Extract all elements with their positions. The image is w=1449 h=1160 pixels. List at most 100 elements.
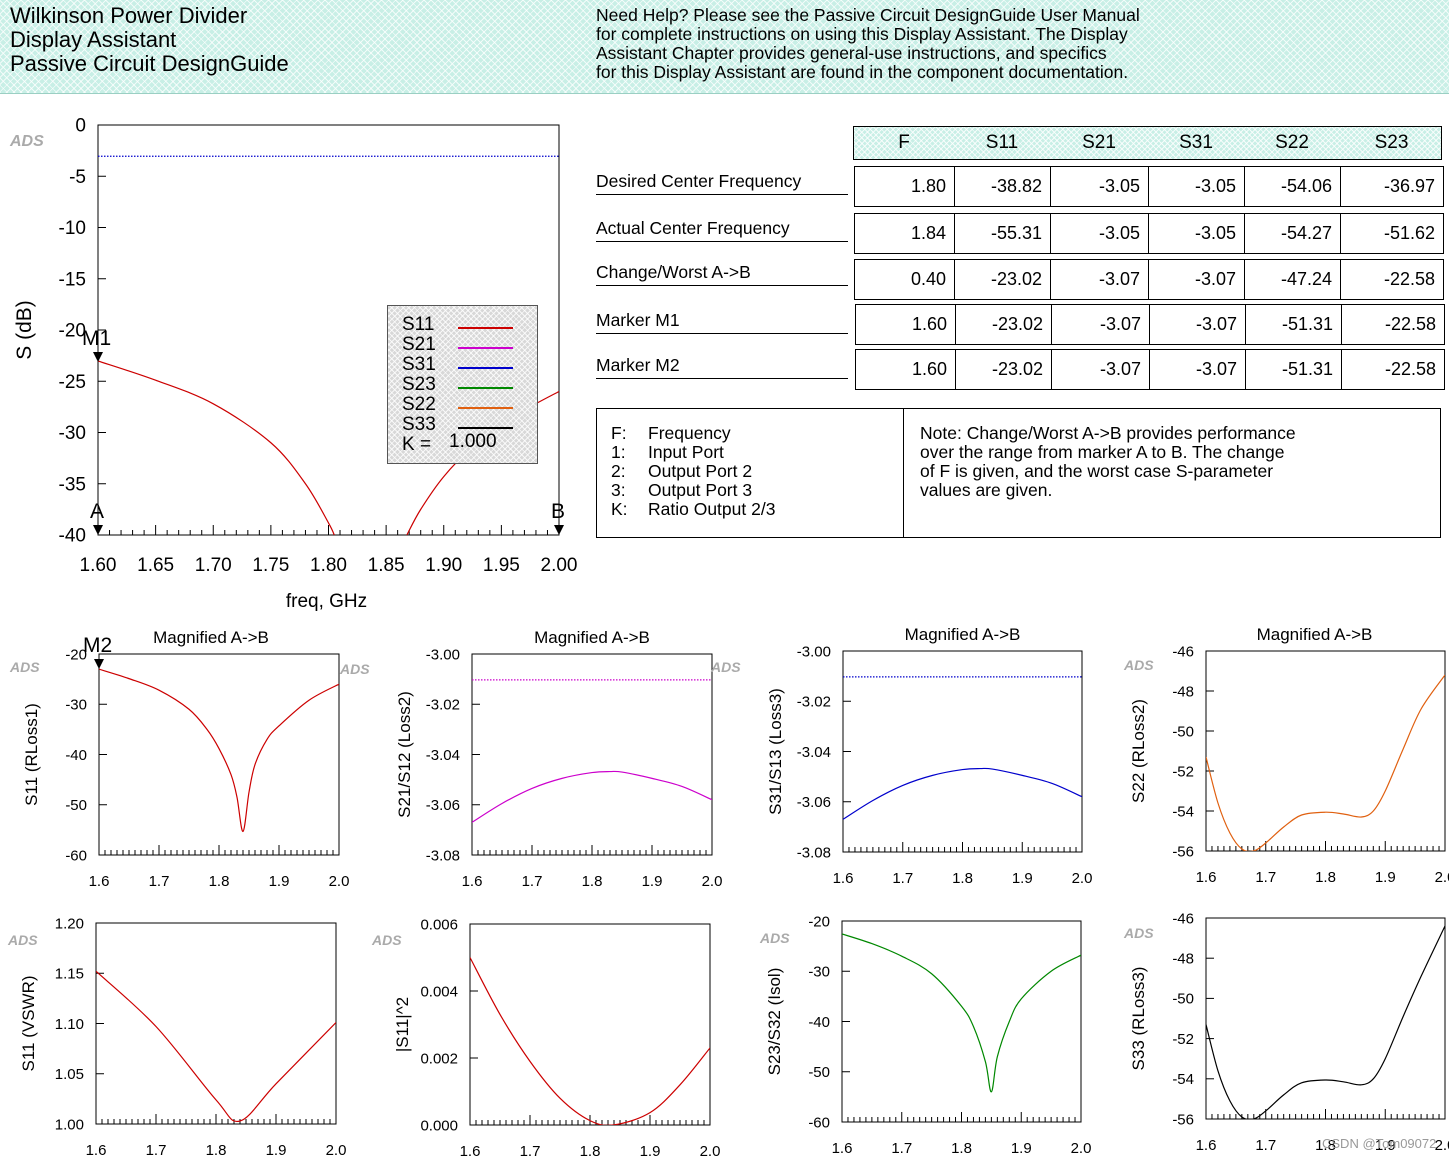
ads-logo: ADS [7,932,38,948]
x-tick-label: 1.8 [952,870,973,887]
y-tick-label: -20 [808,913,830,930]
x-tick-label: 2.00 [541,555,578,576]
plot-frame [471,653,713,856]
legend-series-line [458,327,513,329]
y-tick-label: 0 [75,116,86,137]
table-cell: -22.58 [1340,259,1444,300]
note-line: over the range from marker A to B. The c… [920,442,1285,462]
title-line-3: Passive Circuit DesignGuide [10,51,289,76]
marker-a-icon [93,525,103,535]
note-line: of F is given, and the worst case S-para… [920,461,1274,481]
y-tick-label: -40 [808,1014,830,1031]
chart-title: Magnified A->B [1257,625,1373,644]
table-cell: -22.58 [1341,349,1445,390]
x-tick-label: 1.6 [832,1140,853,1157]
table-header-s31: S31 [1179,132,1213,153]
legend-text: Frequency [648,423,731,443]
chart-main: S (dB) [13,124,564,536]
table-cell: -36.97 [1340,166,1444,207]
y-axis-label: S11 (VSWR) [19,975,38,1071]
legend-series-name: S22 [402,394,436,415]
y-tick-label: 1.20 [55,915,84,932]
legend-series-name: S31 [402,354,436,375]
legend-text: Ratio Output 2/3 [648,499,776,519]
y-tick-label: -56 [1172,843,1194,860]
plot-frame [1205,917,1446,1120]
table-cell: 1.84 [854,213,955,254]
header-banner: Wilkinson Power Divider Display Assistan… [0,0,1449,94]
table-cell: -3.05 [1050,213,1149,254]
legend-series-line [458,347,513,349]
table-cell: -23.02 [955,349,1052,390]
y-tick-label: -30 [65,697,87,714]
chart-s33: S33 (RLoss3) [1129,917,1446,1120]
marker-a-label: A [90,500,104,523]
note-line: Note: Change/Worst A->B provides perform… [920,423,1296,443]
y-tick-label: -48 [1172,950,1194,967]
y-tick-label: -10 [59,218,86,239]
y-tick-label: -50 [1172,991,1194,1008]
x-tick-label: 2.0 [702,873,723,890]
y-tick-label: -3.00 [797,643,831,660]
series-line-s23 [842,933,1081,1093]
y-tick-label: -3.04 [426,747,460,764]
legend-key: 3: [611,480,626,500]
x-tick-label: 1.95 [483,555,520,576]
table-cell: -51.31 [1245,349,1342,390]
series-line-s31 [843,767,1082,820]
notes-divider [903,409,904,537]
x-tick-label: 1.7 [149,873,170,890]
y-tick-label: -60 [808,1114,830,1131]
y-tick-label: -54 [1172,1071,1194,1088]
y-axis-label: S (dB) [13,300,36,360]
plot-frame [98,653,340,856]
x-tick-label: 1.7 [146,1142,167,1159]
x-tick-label: 1.9 [1375,1137,1396,1154]
series-line-s11 [98,360,335,535]
table-cell: -3.05 [1148,166,1245,207]
legend-key: F: [611,423,627,443]
y-tick-label: -15 [59,269,86,290]
y-tick-label: -40 [59,526,86,547]
x-tick-label: 1.8 [209,873,230,890]
notes-box: F: Frequency 1: Input Port 2: Output Port 2 3:… [596,408,1441,538]
x-tick-label: 2.0 [1071,1140,1092,1157]
table-cell: -51.62 [1340,213,1444,254]
legend-series-line [458,387,513,389]
y-tick-label: -50 [808,1064,830,1081]
x-tick-label: 1.6 [833,870,854,887]
x-tick-label: 2.0 [1072,870,1093,887]
ads-logo: ADS [1123,925,1154,941]
series-line-s112 [470,957,710,1125]
table-cell: -3.05 [1050,166,1149,207]
series-line-s11 [99,668,339,833]
table-cell: -54.06 [1244,166,1341,207]
marker-b-icon [554,525,564,535]
x-tick-label: 1.8 [1315,1137,1336,1154]
chart-s11rl: S11 (RLoss1) [22,653,340,856]
y-axis-label: |S11|^2 [393,997,412,1052]
y-tick-label: -25 [59,372,86,393]
table-cell: -54.27 [1244,213,1341,254]
x-tick-label: 1.7 [891,1140,912,1157]
y-axis-label: S31/S13 (Loss3) [766,688,785,815]
x-tick-label: 1.8 [582,873,603,890]
y-tick-label: -3.06 [426,797,460,814]
y-axis-label: S33 (RLoss3) [1129,967,1148,1071]
table-row-label: Change/Worst A->B [596,261,848,286]
marker-m2-label: M2 [83,634,112,657]
y-tick-label: -30 [808,964,830,981]
y-tick-label: 1.10 [55,1016,84,1033]
x-tick-label: 1.7 [1255,869,1276,886]
y-tick-label: -3.08 [797,844,831,861]
chart-s21: S21/S12 (Loss2) [395,653,713,856]
y-tick-label: -46 [1172,643,1194,660]
x-tick-label: 1.80 [310,555,347,576]
y-tick-label: 0.006 [420,916,458,933]
marker-m1-icon [93,352,103,362]
x-axis-label: freq, GHz [286,591,367,612]
table-row-label: Actual Center Frequency [596,217,848,242]
x-tick-label: 1.65 [137,555,174,576]
y-tick-label: -48 [1172,683,1194,700]
x-tick-label: 1.75 [252,555,289,576]
